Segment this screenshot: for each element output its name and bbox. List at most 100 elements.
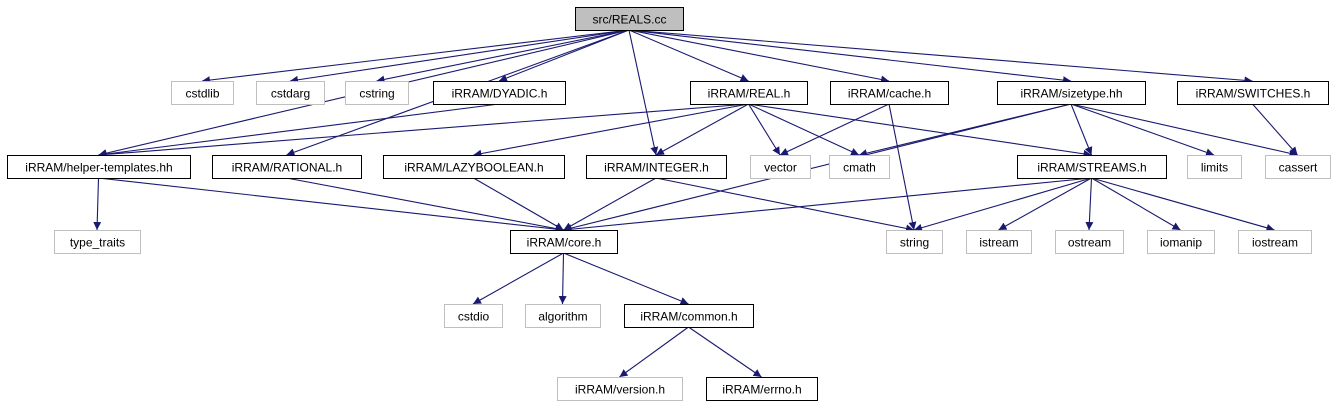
- node-box: [212, 155, 362, 179]
- edge-core_h-to-algorithm: [558, 252, 567, 305]
- node-box: [1187, 155, 1242, 179]
- node-istream: istream: [966, 230, 1032, 254]
- node-core-h[interactable]: iRRAM/core.h: [510, 230, 618, 254]
- node-box: [886, 230, 943, 254]
- node-box: [1055, 230, 1124, 254]
- node-box: [1265, 155, 1331, 179]
- node-label: iRRAM/cache.h: [848, 87, 931, 101]
- edge-core_h-to-cstdio: [472, 252, 564, 305]
- node-box: [54, 230, 141, 254]
- edge-sizetype_hh-to-cassert: [1070, 103, 1298, 158]
- node-label: src/REALS.cc: [592, 13, 666, 27]
- node-label: iRRAM/helper-templates.hh: [25, 161, 172, 175]
- edge-real_h-to-cmath: [748, 103, 860, 156]
- node-label: cmath: [843, 161, 876, 175]
- edge-common_h-to-version_h: [619, 326, 689, 378]
- node-label: string: [900, 236, 929, 250]
- edge-reals_cc-to-real_h: [628, 29, 749, 82]
- edge-reals_cc-to-dyadic_h: [498, 29, 630, 82]
- edge-lazyboolean_h-to-core_h: [473, 177, 564, 231]
- node-box: [1238, 230, 1312, 254]
- node-box: [586, 155, 727, 179]
- node-box: [830, 81, 949, 105]
- node-label: iRRAM/common.h: [640, 310, 737, 324]
- edge-sizetype_hh-to-streams_h: [1070, 103, 1093, 156]
- node-errno-h[interactable]: iRRAM/errno.h: [706, 377, 818, 401]
- node-sizetype-hh[interactable]: iRRAM/sizetype.hh: [997, 81, 1146, 105]
- node-label: algorithm: [538, 310, 587, 324]
- node-box: [829, 155, 890, 179]
- node-reals-cc[interactable]: src/REALS.cc: [575, 7, 684, 31]
- edge-cache_h-to-string: [888, 103, 917, 231]
- node-label: iRRAM/RATIONAL.h: [232, 161, 342, 175]
- node-box: [525, 304, 601, 328]
- edge-real_h-to-helper_templates_hh: [98, 103, 749, 159]
- edge-rational_h-to-core_h: [286, 177, 564, 233]
- node-label: iRRAM/sizetype.hh: [1020, 87, 1122, 101]
- node-label: ostream: [1068, 236, 1111, 250]
- edge-reals_cc-to-sizetype_hh: [628, 29, 1072, 85]
- node-cmath: cmath: [829, 155, 890, 179]
- edge-common_h-to-errno_h: [688, 326, 762, 378]
- node-label: limits: [1201, 161, 1228, 175]
- node-box: [383, 155, 565, 179]
- node-label: iRRAM/core.h: [527, 236, 602, 250]
- node-rational-h[interactable]: iRRAM/RATIONAL.h: [212, 155, 362, 179]
- node-string: string: [886, 230, 943, 254]
- node-cache-h[interactable]: iRRAM/cache.h: [830, 81, 949, 105]
- node-box: [1147, 230, 1215, 254]
- node-box: [345, 81, 409, 105]
- edge-integer_h-to-core_h: [563, 177, 657, 231]
- node-integer-h[interactable]: iRRAM/INTEGER.h: [586, 155, 727, 179]
- node-box: [1017, 155, 1167, 179]
- edge-real_h-to-integer_h: [655, 103, 749, 156]
- node-label: iostream: [1252, 236, 1298, 250]
- edge-streams_h-to-iomanip: [1091, 177, 1181, 231]
- node-label: cstdio: [458, 310, 490, 324]
- node-dyadic-h[interactable]: iRRAM/DYADIC.h: [433, 81, 566, 105]
- edge-reals_cc-to-cstdlib: [201, 29, 630, 85]
- node-type-traits: type_traits: [54, 230, 141, 254]
- edge-reals_cc-to-cstring: [376, 29, 630, 84]
- node-version-h: iRRAM/version.h: [557, 377, 683, 401]
- edge-streams_h-to-string: [913, 177, 1092, 232]
- node-box: [750, 155, 811, 179]
- edge-streams_h-to-core_h: [563, 177, 1092, 234]
- edge-switches_h-to-cassert: [1252, 103, 1298, 156]
- node-label: iRRAM/STREAMS.h: [1037, 161, 1146, 175]
- edge-reals_cc-to-integer_h: [628, 29, 659, 156]
- edge-real_h-to-lazyboolean_h: [473, 103, 749, 158]
- edge-integer_h-to-string: [655, 177, 915, 233]
- node-box: [1177, 81, 1329, 105]
- node-label: iRRAM/REAL.h: [708, 87, 791, 101]
- edge-real_h-to-streams_h: [748, 103, 1092, 158]
- edge-reals_cc-to-cstdarg: [289, 29, 630, 84]
- nodes-layer: src/REALS.cc cstdlib cstdarg cstring iRRAM/D…: [7, 7, 1331, 401]
- node-label: vector: [764, 161, 797, 175]
- node-label: cassert: [1279, 161, 1318, 175]
- node-label: iRRAM/DYADIC.h: [452, 87, 548, 101]
- edge-reals_cc-to-cache_h: [628, 29, 890, 84]
- edge-helper_templates_hh-to-type_traits: [93, 177, 102, 231]
- node-label: iRRAM/LAZYBOOLEAN.h: [404, 161, 543, 175]
- node-helper-templates-hh[interactable]: iRRAM/helper-templates.hh: [7, 155, 191, 179]
- node-box: [690, 81, 808, 105]
- node-streams-h[interactable]: iRRAM/STREAMS.h: [1017, 155, 1167, 179]
- edge-sizetype_hh-to-core_h: [563, 103, 1072, 232]
- edge-dyadic_h-to-helper_templates_hh: [98, 103, 500, 158]
- edges-layer: [93, 29, 1298, 378]
- node-label: cstring: [359, 87, 394, 101]
- node-label: iRRAM/errno.h: [722, 383, 801, 397]
- node-common-h[interactable]: iRRAM/common.h: [624, 304, 754, 328]
- edge-streams_h-to-istream: [998, 177, 1092, 231]
- node-cstdio: cstdio: [444, 304, 503, 328]
- node-real-h[interactable]: iRRAM/REAL.h: [690, 81, 808, 105]
- node-limits: limits: [1187, 155, 1242, 179]
- node-cstring: cstring: [345, 81, 409, 105]
- node-box: [706, 377, 818, 401]
- node-box: [444, 304, 503, 328]
- node-switches-h[interactable]: iRRAM/SWITCHES.h: [1177, 81, 1329, 105]
- node-lazyboolean-h[interactable]: iRRAM/LAZYBOOLEAN.h: [383, 155, 565, 179]
- node-cstdlib: cstdlib: [171, 81, 234, 105]
- node-box: [624, 304, 754, 328]
